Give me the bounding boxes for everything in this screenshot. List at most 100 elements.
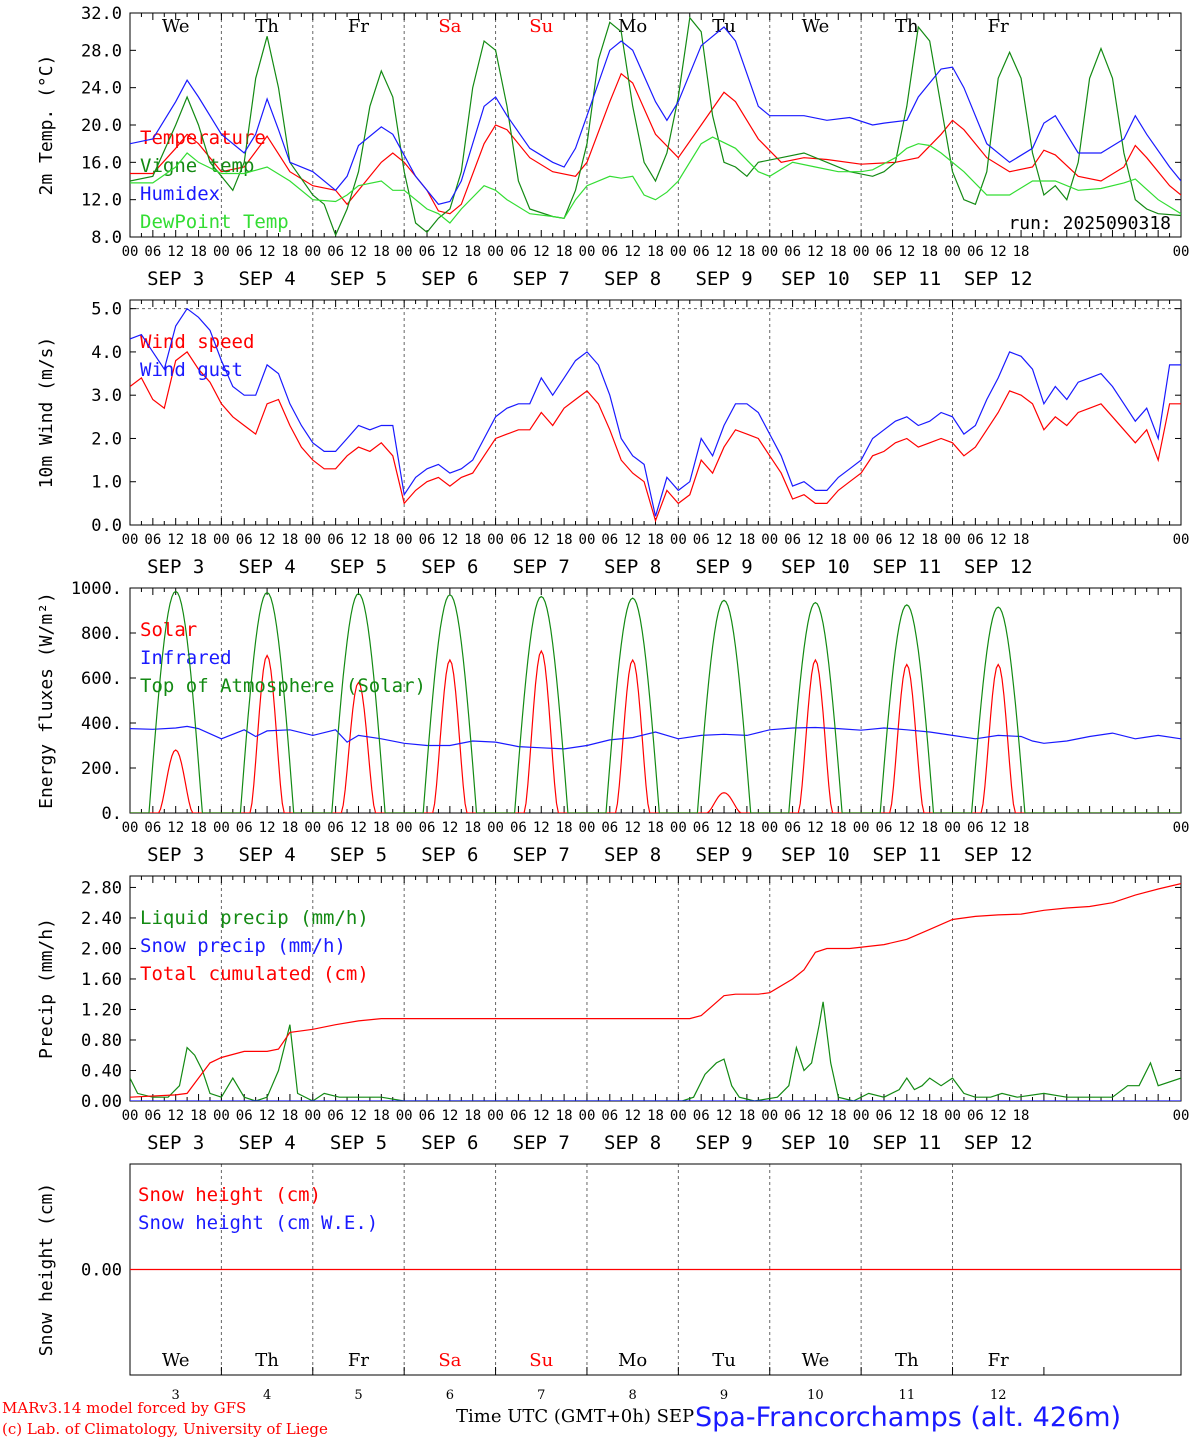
hour-tick-label: 00 <box>213 820 230 836</box>
hour-tick-label: 00 <box>670 820 687 836</box>
date-label: SEP 9 <box>695 844 752 866</box>
model-credit: MARv3.14 model forced by GFS <box>2 1399 247 1417</box>
hour-tick-label: 12 <box>533 1108 550 1124</box>
hour-tick-label: 18 <box>738 244 755 260</box>
series-line-solar <box>130 649 1181 813</box>
weekday-label: We <box>802 1350 830 1371</box>
date-label: SEP 9 <box>695 1132 752 1154</box>
hour-tick-label: 06 <box>784 1108 801 1124</box>
panel-3: 0. 200. 400. 600. 800. 1000. Energy fluxes (W/… <box>36 579 1189 866</box>
hour-tick-label: 12 <box>350 532 367 548</box>
weekday-label: Sa <box>438 16 461 37</box>
hour-tick-label: 12 <box>441 532 458 548</box>
weekday-label: Fr <box>988 1350 1009 1371</box>
hour-tick-label: 12 <box>533 244 550 260</box>
series-line-wind-speed <box>130 351 1181 523</box>
hour-tick-label: 00 <box>853 1108 870 1124</box>
date-label: SEP 8 <box>604 556 661 578</box>
y-tick-label: 28.0 <box>81 41 122 61</box>
y-tick-label: 200. <box>81 759 122 779</box>
hour-tick-label: 12 <box>716 532 733 548</box>
hour-tick-label: 12 <box>259 532 276 548</box>
series-line-vigne-temp <box>130 16 1181 237</box>
date-label: SEP 4 <box>238 556 295 578</box>
station-title: Spa-Francorchamps (alt. 426m) <box>695 1402 1122 1433</box>
y-tick-label: 1.60 <box>81 970 122 990</box>
legend-entry: Snow precip (mm/h) <box>140 935 346 957</box>
hour-tick-label: 00 <box>944 532 961 548</box>
date-label: SEP 10 <box>781 556 850 578</box>
weekday-label: Mo <box>618 16 647 37</box>
hour-tick-label: 18 <box>464 532 481 548</box>
hour-tick-label: 06 <box>784 532 801 548</box>
hour-tick-label: 12 <box>441 820 458 836</box>
y-tick-label: 0.00 <box>81 1092 122 1112</box>
legend-entry: Humidex <box>140 183 220 205</box>
weekday-label: We <box>802 16 830 37</box>
x-axis-title: Time UTC (GMT+0h) SEP <box>456 1406 695 1427</box>
date-label: SEP 7 <box>513 268 570 290</box>
hour-tick-label: 00 <box>122 1108 139 1124</box>
y-tick-label: 24.0 <box>81 79 122 99</box>
y-tick-label: 800. <box>81 624 122 644</box>
hour-tick-label: 18 <box>556 244 573 260</box>
hour-tick-label: 06 <box>967 244 984 260</box>
hour-tick-label: 06 <box>419 244 436 260</box>
date-label: SEP 4 <box>238 844 295 866</box>
day-number-label: 7 <box>537 1388 545 1403</box>
hour-tick-label: 18 <box>921 244 938 260</box>
hour-tick-label: 18 <box>647 1108 664 1124</box>
hour-tick-label: 06 <box>876 1108 893 1124</box>
hour-tick-label: 12 <box>990 244 1007 260</box>
hour-tick-label: 12 <box>441 244 458 260</box>
hour-tick-label: 18 <box>1013 532 1030 548</box>
weekday-label: Su <box>529 1350 553 1371</box>
hour-tick-label: 12 <box>898 820 915 836</box>
y-tick-label: 1.0 <box>91 473 122 493</box>
legend-entry: Liquid precip (mm/h) <box>140 907 369 929</box>
hour-tick-label: 06 <box>693 820 710 836</box>
hour-tick-label: 06 <box>601 244 618 260</box>
hour-tick-label: 00 <box>122 820 139 836</box>
hour-tick-label: 00 <box>396 532 413 548</box>
date-label: SEP 3 <box>147 844 204 866</box>
y-axis-label: 10m Wind (m/s) <box>36 337 57 489</box>
hour-tick-label: 18 <box>464 244 481 260</box>
legend-entry: Total cumulated (cm) <box>140 963 369 985</box>
hour-tick-label: 18 <box>282 1108 299 1124</box>
hour-tick-label: 06 <box>693 244 710 260</box>
hour-tick-label: 18 <box>373 532 390 548</box>
y-tick-label: 2.00 <box>81 939 122 959</box>
hour-tick-label: 06 <box>601 820 618 836</box>
hour-tick-label: 12 <box>533 532 550 548</box>
hour-tick-label: 18 <box>1013 820 1030 836</box>
hour-tick-label: 18 <box>738 820 755 836</box>
date-label: SEP 10 <box>781 1132 850 1154</box>
hour-tick-label: 00 <box>944 244 961 260</box>
hour-tick-label: 12 <box>807 820 824 836</box>
legend-entry: Wind speed <box>140 331 254 353</box>
hour-tick-label: 18 <box>373 1108 390 1124</box>
weekday-label: Sa <box>438 1350 461 1371</box>
weekday-label: Su <box>529 16 553 37</box>
hour-tick-label: 00 <box>304 1108 321 1124</box>
hour-tick-label: 06 <box>327 532 344 548</box>
hour-tick-label: 00 <box>487 820 504 836</box>
hour-tick-label: 00 <box>1173 532 1190 548</box>
date-label: SEP 5 <box>330 556 387 578</box>
weekday-label: Mo <box>618 1350 647 1371</box>
weekday-label: Fr <box>988 16 1009 37</box>
hour-tick-label: 00 <box>579 532 596 548</box>
y-tick-label: 2.0 <box>91 429 122 449</box>
hour-tick-label: 06 <box>236 244 253 260</box>
legend-entry: Snow height (cm) <box>138 1184 321 1206</box>
date-label: SEP 12 <box>964 844 1033 866</box>
hour-tick-label: 12 <box>624 1108 641 1124</box>
panel-4: 0.00 0.40 0.80 1.20 1.60 2.00 2.40 2.80 Precip (… <box>36 875 1189 1154</box>
hour-tick-label: 18 <box>830 1108 847 1124</box>
hour-tick-label: 00 <box>213 244 230 260</box>
hour-tick-label: 00 <box>1173 244 1190 260</box>
hour-tick-label: 18 <box>373 244 390 260</box>
hour-tick-label: 18 <box>830 532 847 548</box>
date-label: SEP 11 <box>873 1132 942 1154</box>
